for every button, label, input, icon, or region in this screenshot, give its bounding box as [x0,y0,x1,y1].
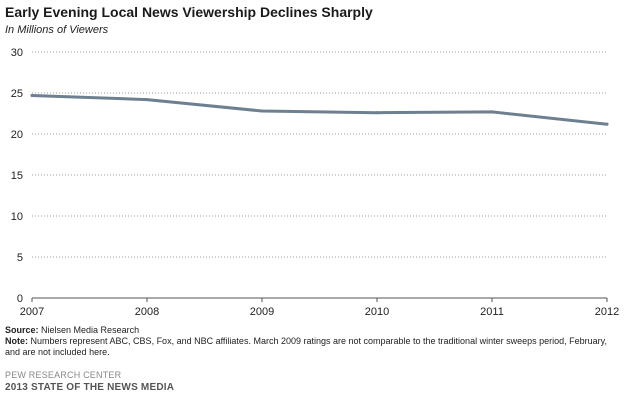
chart-subtitle: In Millions of Viewers [5,24,109,36]
x-tick-label: 2011 [480,306,504,318]
y-tick-label: 0 [17,293,23,305]
line-chart: 0 5 10 15 20 25 30 2007 2008 2009 2010 2011 2012 [11,47,619,318]
source-label: Source: [5,325,39,335]
x-tick-label: 2010 [365,306,389,318]
series-lines [30,93,609,126]
x-tick-label: 2009 [250,306,274,318]
report-credit: 2013 STATE OF THE NEWS MEDIA [5,382,175,393]
data-point [605,122,609,126]
x-axis: 2007 2008 2009 2010 2011 2012 [20,297,619,318]
data-point [30,93,34,97]
x-tick-label: 2012 [595,306,619,318]
source-line: Source: Nielsen Media Research [5,325,620,336]
note-text: Numbers represent ABC, CBS, Fox, and NBC… [5,336,607,357]
y-axis-ticks: 0 5 10 15 20 25 30 [11,47,23,305]
data-point [260,109,264,113]
y-tick-label: 15 [11,170,23,182]
data-point [490,110,494,114]
data-point [145,98,149,102]
y-tick-label: 20 [11,129,23,141]
gridlines [32,51,607,258]
chart-notes: Source: Nielsen Media Research Note: Num… [5,325,620,358]
y-tick-label: 25 [11,88,23,100]
y-tick-label: 5 [17,252,23,264]
note-line: Note: Numbers represent ABC, CBS, Fox, a… [5,336,620,358]
y-tick-label: 30 [11,47,23,59]
x-tick-label: 2008 [135,306,159,318]
series-line-0 [30,94,609,126]
source-text: Nielsen Media Research [41,325,140,335]
y-tick-label: 10 [11,211,23,223]
org-credit: PEW RESEARCH CENTER [5,370,122,380]
x-tick-label: 2007 [20,306,44,318]
note-label: Note: [5,336,28,346]
chart-title: Early Evening Local News Viewership Decl… [5,4,373,20]
data-point [375,111,379,115]
